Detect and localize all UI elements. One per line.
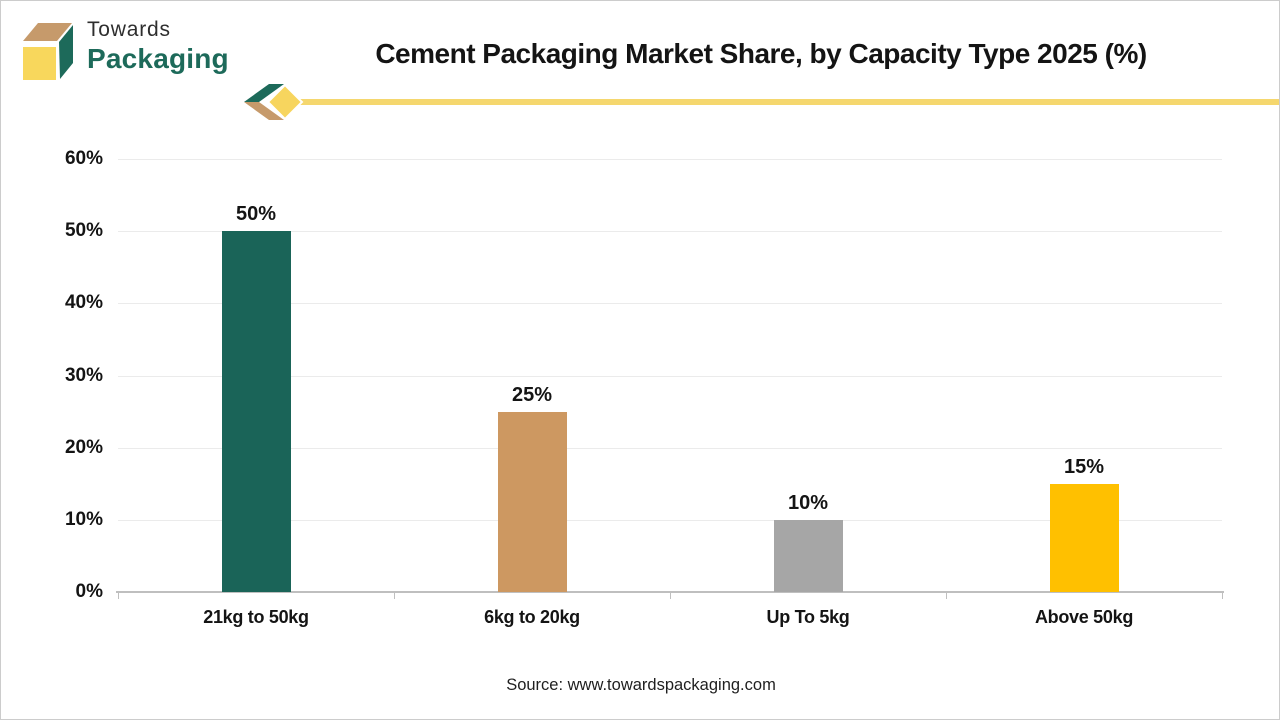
- bar-value-label: 50%: [235, 203, 277, 225]
- brand-wordmark: Towards Packaging: [87, 19, 229, 73]
- bar-value-label: 15%: [1063, 456, 1105, 478]
- x-axis-tick: [394, 593, 395, 599]
- accent-divider-line: [297, 99, 1279, 105]
- y-axis-label: 40%: [64, 292, 103, 313]
- brand-box-icon: [23, 23, 73, 80]
- y-axis-label: 0%: [75, 581, 103, 602]
- source-text: Source: www.towardspackaging.com: [506, 676, 776, 694]
- accent-diamond-icon: [266, 83, 304, 121]
- page-title: Cement Packaging Market Share, by Capaci…: [375, 38, 1147, 69]
- gridline: [118, 448, 1222, 449]
- brand-name-top: Towards: [87, 18, 171, 41]
- chevron-top-arm: [244, 84, 284, 102]
- x-axis-category-label: Above 50kg: [1034, 607, 1134, 627]
- box-top-face: [23, 23, 72, 41]
- brand-name-bottom: Packaging: [87, 43, 229, 74]
- bar-value-label: 10%: [787, 492, 829, 514]
- box-right-face: [59, 25, 73, 79]
- gridline: [118, 303, 1222, 304]
- gridline: [118, 520, 1222, 521]
- y-axis-label: 30%: [64, 365, 103, 386]
- bar: [1050, 484, 1119, 592]
- y-axis-label: 60%: [64, 148, 103, 169]
- x-axis-category-label: Up To 5kg: [766, 607, 850, 627]
- bar: [222, 231, 291, 592]
- y-axis-label: 20%: [64, 437, 103, 458]
- y-axis-label: 50%: [64, 220, 103, 241]
- x-axis-tick: [946, 593, 947, 599]
- x-axis-tick: [1222, 593, 1223, 599]
- x-axis-tick: [118, 593, 119, 599]
- bar-value-label: 25%: [511, 384, 553, 406]
- y-axis-label: 10%: [64, 509, 103, 530]
- bar: [498, 412, 567, 592]
- gridline: [118, 231, 1222, 232]
- x-axis-tick: [670, 593, 671, 599]
- x-axis-category-label: 6kg to 20kg: [484, 607, 580, 627]
- accent-chevron-icon: [244, 83, 304, 121]
- chevron-bottom-arm: [244, 102, 284, 120]
- gridline: [118, 376, 1222, 377]
- x-axis-line: [116, 591, 1224, 593]
- bar: [774, 520, 843, 592]
- box-front-face: [23, 47, 56, 80]
- gridline: [118, 159, 1222, 160]
- x-axis-category-label: 21kg to 50kg: [203, 607, 309, 627]
